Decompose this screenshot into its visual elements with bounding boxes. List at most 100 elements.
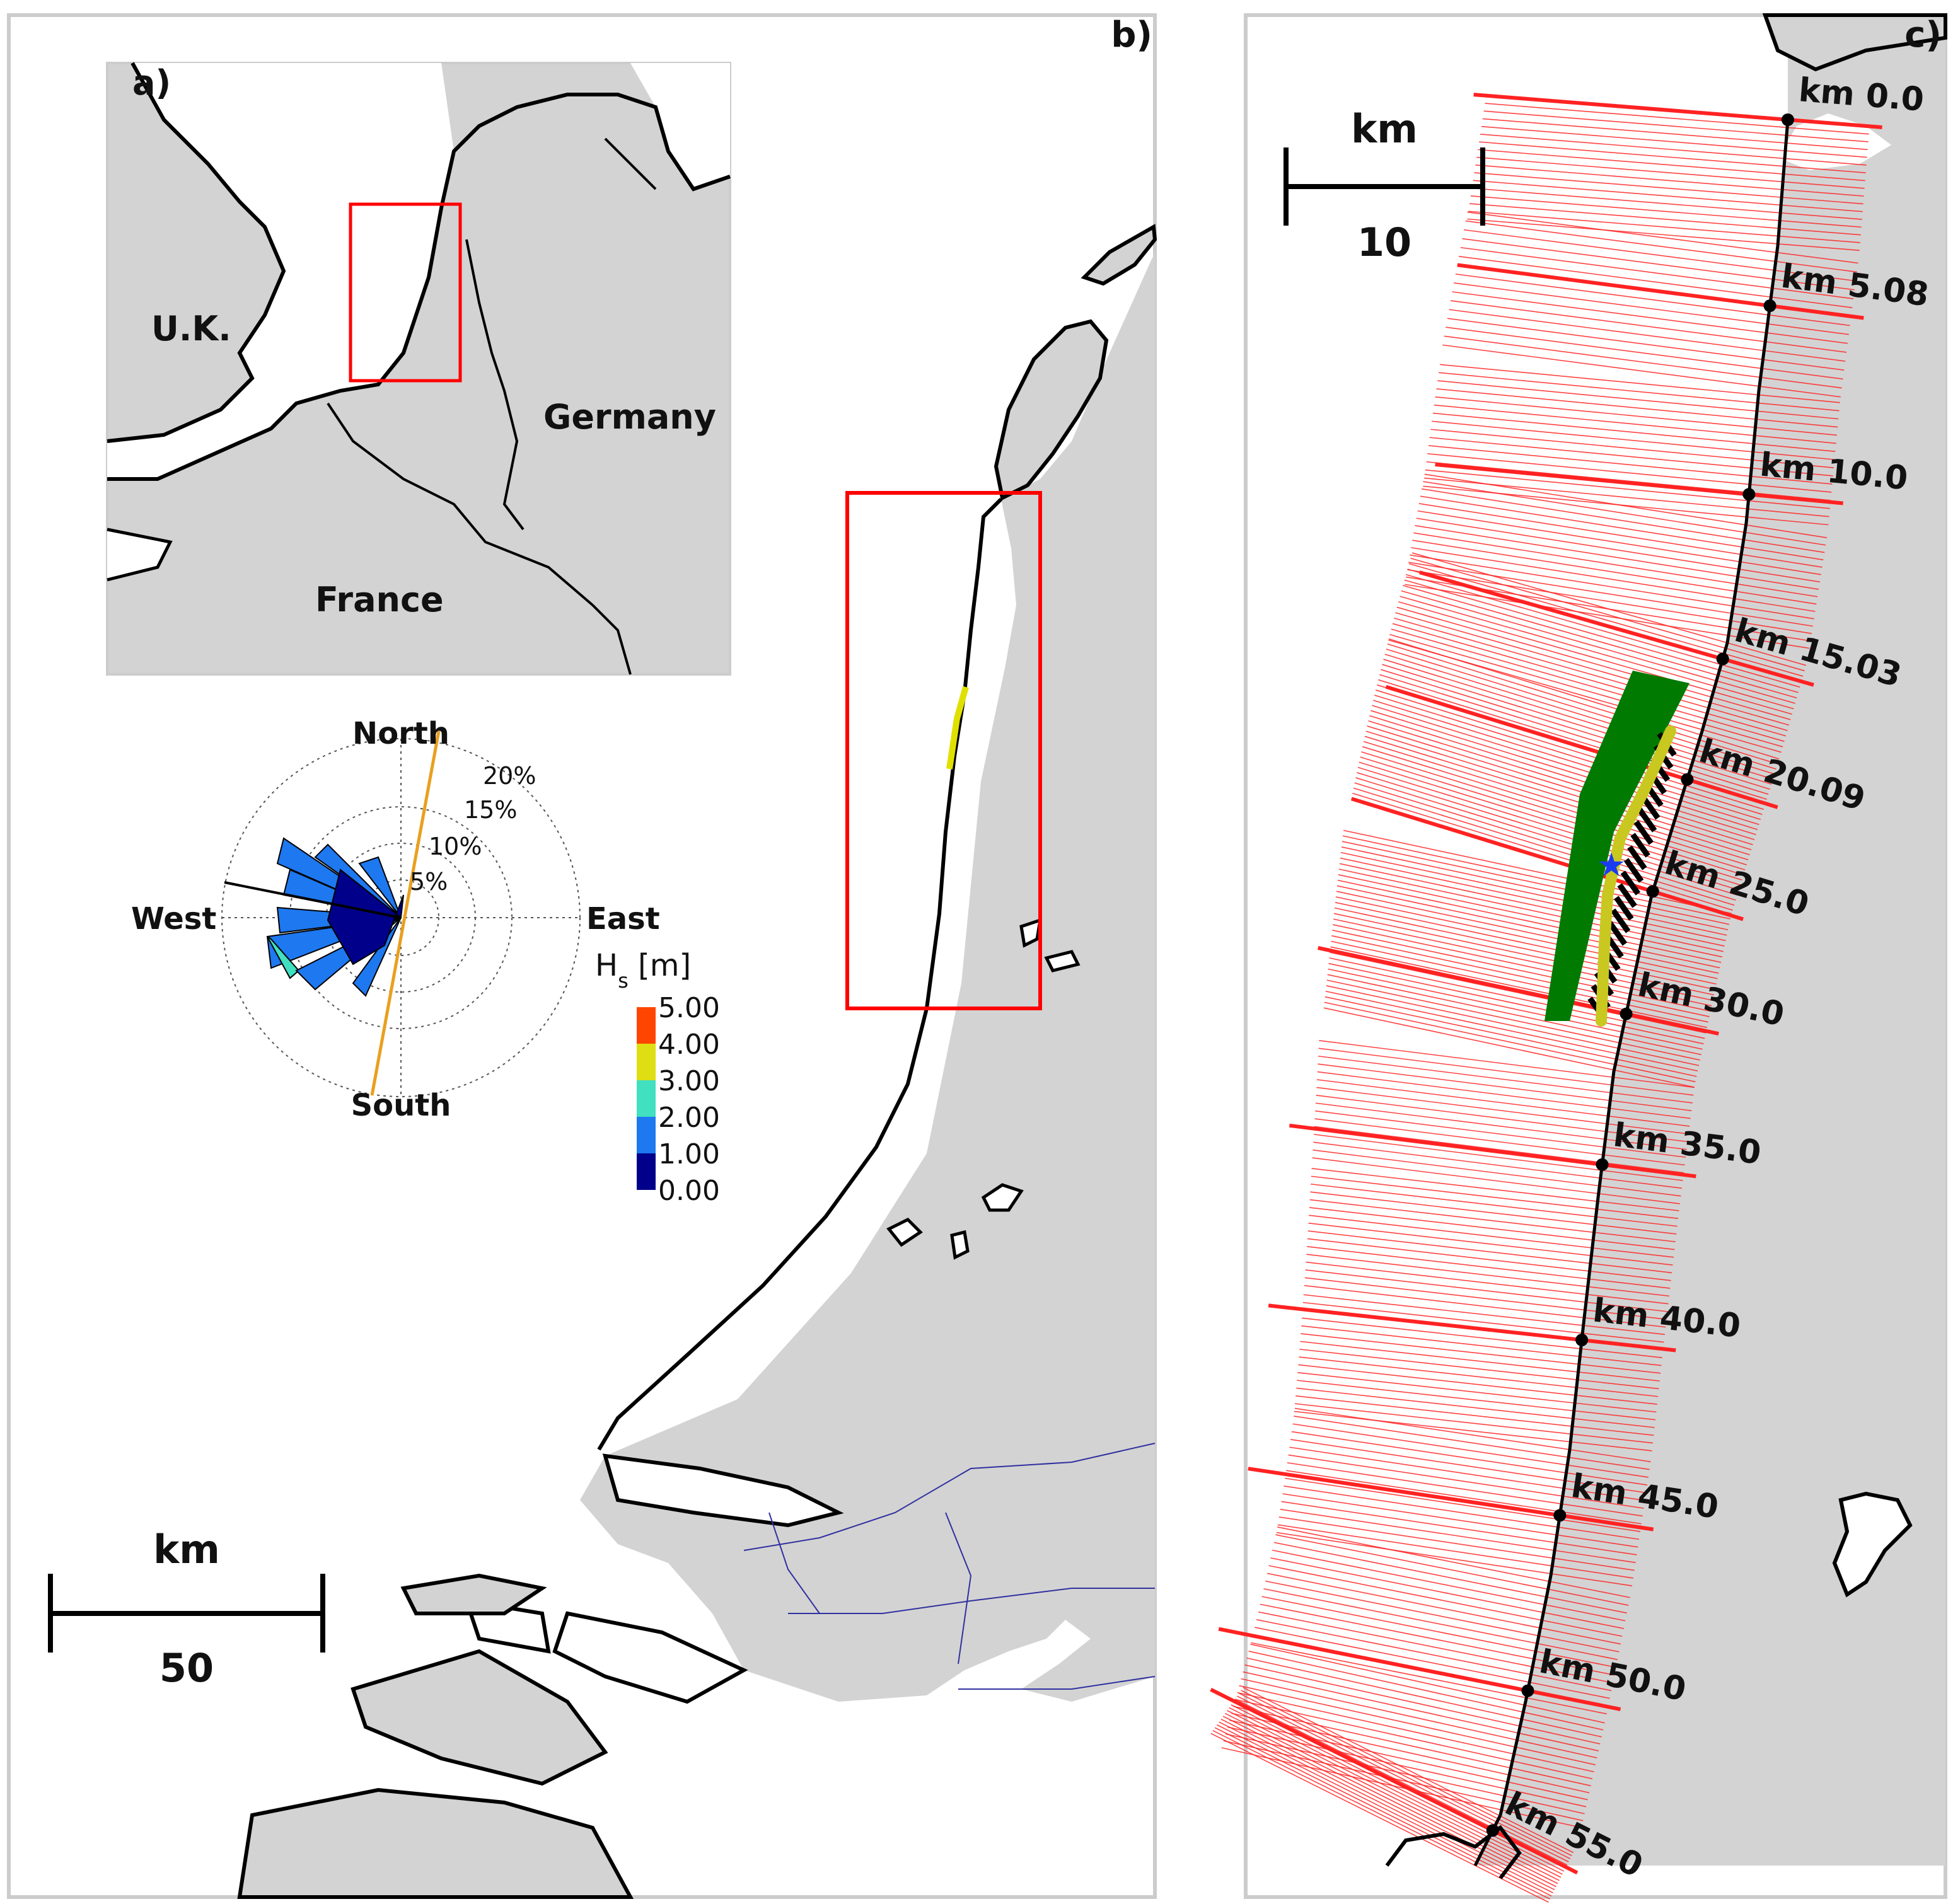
transect-line (1301, 1325, 1662, 1366)
transect-line (1256, 1619, 1612, 1692)
km-marker-dot (1763, 299, 1776, 313)
transect-line (1355, 777, 1738, 896)
transect-line (1308, 1222, 1673, 1266)
km-transect (1248, 1467, 1654, 1532)
panel-b-scale-unit: km (153, 1526, 220, 1572)
transect-line (1301, 1333, 1661, 1374)
transect-line (1210, 1733, 1549, 1903)
km-transect (1385, 684, 1778, 809)
transect-line (1324, 996, 1697, 1077)
transect-line (1305, 1269, 1668, 1312)
transect-line (1337, 879, 1722, 963)
transect-line (1266, 1572, 1621, 1645)
transect-line (1315, 1110, 1686, 1158)
transect-line (1340, 851, 1727, 936)
hs-legend-value: 3.00 (658, 1065, 720, 1097)
panel-c-scale-bar: km 10 (1284, 106, 1485, 265)
transect-line (1287, 1462, 1643, 1517)
transect-line (1446, 326, 1843, 380)
transect-line (1361, 751, 1746, 870)
transect-line (1373, 700, 1761, 820)
transect-line (1439, 364, 1840, 403)
transect-line (1239, 1692, 1571, 1859)
wind-rose-core (327, 868, 404, 966)
transect-line (1258, 1611, 1613, 1683)
transect-line (1251, 1642, 1607, 1715)
transect-line (1392, 623, 1787, 737)
transect-line (1220, 1718, 1556, 1888)
black-dash (1633, 820, 1654, 845)
black-dash (1623, 858, 1644, 883)
transect-line (1311, 1168, 1679, 1211)
transect-line (1371, 710, 1758, 830)
km-transect (1268, 1303, 1676, 1353)
transects (1210, 93, 1882, 1903)
transect-line (1311, 1175, 1679, 1220)
transect-line (1330, 952, 1707, 1034)
transect-line (1284, 1486, 1640, 1540)
transect-line (1336, 891, 1719, 974)
transect-line (1288, 1454, 1644, 1509)
transect-line (1395, 612, 1790, 726)
transect-line (1326, 979, 1700, 1061)
transect-line (1341, 846, 1729, 931)
transect-line (1379, 674, 1769, 795)
wind-rose-label-south: South (351, 1088, 451, 1123)
wind-rose: North South East West 5% 10% 15% 20% (131, 716, 660, 1123)
panel-c-land (1475, 15, 1945, 1866)
transect-line (1323, 1007, 1695, 1088)
country-uk: U.K. (151, 309, 231, 349)
hs-legend-value: 2.00 (658, 1102, 720, 1134)
panel-c-island-top (1762, 13, 1947, 72)
transect-line (1415, 525, 1819, 590)
transect-line (1316, 1079, 1690, 1127)
transect-line (1410, 554, 1814, 620)
transect-line (1227, 1710, 1562, 1878)
transect-line (1427, 453, 1832, 493)
transect-line (1476, 156, 1865, 189)
panel-a-border-3 (591, 604, 632, 675)
transect-line (1411, 552, 1807, 666)
panel-b-river-5 (958, 1676, 1156, 1690)
transect-line (1335, 902, 1717, 985)
transect-line (1388, 638, 1780, 759)
transect-line (1352, 792, 1733, 911)
transect-line (1398, 601, 1793, 715)
wind-rose-label-east: East (586, 901, 660, 937)
km-marker-dot (1575, 1334, 1589, 1347)
panel-b-river-2 (788, 1588, 1155, 1614)
transect-line (1485, 103, 1869, 135)
transect-line (1303, 1294, 1665, 1336)
transect-line (1243, 1671, 1599, 1751)
km-marker-dot (1596, 1158, 1609, 1171)
transect-line (1316, 1087, 1689, 1134)
transect-line (1339, 863, 1725, 947)
panel-b-delta-water-2 (552, 1611, 748, 1704)
transect-line (1334, 907, 1715, 990)
transect-line (1294, 1403, 1654, 1444)
transect-line (1289, 1446, 1645, 1501)
panel-a-border-4 (604, 137, 657, 190)
transect-line (1331, 940, 1708, 1023)
km-marker-dot (1716, 652, 1729, 666)
transect-line (1317, 1071, 1691, 1119)
transect-line (1233, 1705, 1591, 1787)
black-dash (1630, 833, 1650, 858)
transect-line (1452, 291, 1848, 344)
transect-line (1263, 1588, 1618, 1660)
transect-line (1285, 1470, 1642, 1525)
km-marker-dot (1521, 1684, 1534, 1697)
panel-a-sea (107, 63, 454, 479)
transect-line (1401, 590, 1795, 704)
transect-line (1425, 469, 1830, 509)
transect-line (1297, 1371, 1657, 1413)
transect-line (1404, 579, 1799, 693)
transect-line (1435, 396, 1837, 436)
transect-line (1298, 1364, 1657, 1405)
km-marker-dot (1782, 113, 1794, 126)
transect-line (1437, 380, 1839, 420)
transect-line (1444, 335, 1842, 389)
transect-line (1384, 654, 1775, 775)
transect-line (1381, 669, 1770, 790)
